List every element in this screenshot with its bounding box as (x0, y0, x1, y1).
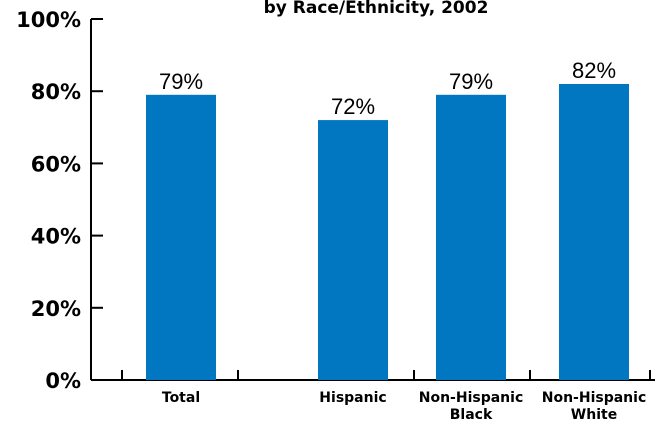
bar (146, 94, 216, 380)
category-label: Total (162, 390, 200, 406)
data-labels: 79% 72% 79% 82% (159, 58, 616, 119)
category-label: Non-Hispanic (542, 390, 647, 406)
y-tick-label: 0% (45, 369, 81, 393)
y-tick-label: 60% (31, 152, 81, 176)
y-tick-label: 100% (16, 8, 81, 32)
bars (146, 83, 629, 380)
category-labels: Total Hispanic Non-HispanicBlackNon-Hispan… (162, 390, 646, 422)
y-tick-label: 20% (31, 297, 81, 321)
chart-title: by Race/Ethnicity, 2002 (264, 0, 489, 18)
y-tick-label: 80% (31, 80, 81, 104)
bar (559, 83, 629, 380)
data-label: 82% (572, 58, 616, 83)
bar (436, 94, 506, 380)
category-label: Non-Hispanic (419, 390, 524, 406)
data-label: 72% (331, 94, 375, 119)
bar (318, 120, 388, 380)
category-label: Hispanic (319, 390, 386, 406)
data-label: 79% (159, 69, 203, 94)
y-axis: 0% 20% 40% 60% 80% 100% (16, 8, 103, 393)
data-label: 79% (449, 69, 493, 94)
category-label: White (571, 407, 617, 422)
y-tick-label: 40% (31, 225, 81, 249)
category-label: Black (450, 407, 493, 422)
